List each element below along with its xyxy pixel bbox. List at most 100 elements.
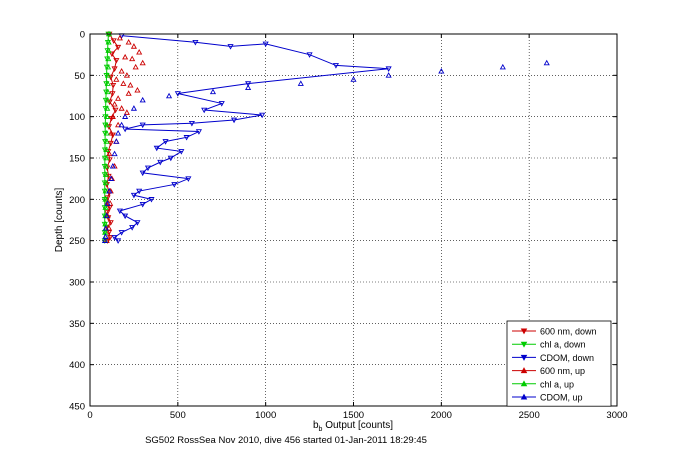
data-point: [201, 107, 208, 114]
data-point: [102, 139, 109, 145]
data-point: [101, 155, 108, 162]
data-point: [113, 138, 120, 144]
data-point: [109, 163, 116, 169]
data-point: [102, 106, 109, 112]
data-point: [118, 121, 125, 128]
data-point: [259, 112, 266, 119]
data-point: [115, 129, 122, 136]
data-point: [102, 171, 109, 177]
data-point: [120, 80, 127, 86]
data-point: [123, 72, 130, 78]
data-point: [297, 80, 304, 86]
data-point: [101, 147, 108, 153]
data-point: [103, 89, 110, 96]
data-point: [125, 90, 132, 96]
data-point: [108, 175, 115, 181]
data-point: [125, 39, 132, 45]
y-tick-label: 150: [69, 154, 85, 165]
data-point: [218, 101, 225, 107]
x-tick-label: 1500: [343, 410, 364, 421]
data-point: [136, 48, 143, 55]
data-point: [127, 82, 134, 88]
data-point: [105, 47, 112, 53]
data-point: [106, 187, 113, 194]
data-point: [174, 91, 181, 97]
data-point: [108, 129, 115, 136]
data-point: [122, 113, 129, 119]
data-point: [130, 43, 137, 49]
data-point: [167, 155, 174, 162]
data-point: [103, 129, 110, 136]
data-point: [165, 92, 173, 99]
data-point: [105, 55, 112, 62]
x-axis-label: bb Output [counts]: [313, 420, 393, 433]
data-point: [103, 146, 110, 153]
data-point: [118, 105, 125, 111]
data-point: [111, 235, 118, 241]
data-point: [101, 188, 108, 195]
data-point: [111, 66, 118, 72]
data-point: [209, 88, 217, 95]
data-point: [122, 126, 129, 133]
data-point: [104, 200, 111, 206]
data-point: [148, 197, 155, 203]
legend-label: 600 nm, up: [540, 366, 585, 376]
series-2: [111, 33, 392, 244]
data-point: [332, 63, 339, 69]
data-point: [102, 204, 109, 210]
y-tick-label: 450: [69, 402, 85, 413]
y-tick-label: 0: [80, 30, 85, 41]
x-tick-label: 2000: [431, 410, 452, 421]
data-point: [102, 97, 109, 104]
data-point: [102, 225, 109, 231]
data-point: [116, 208, 123, 215]
data-point: [101, 180, 108, 187]
x-axis-label-sub: b: [319, 426, 323, 433]
data-point: [104, 48, 111, 54]
data-point: [115, 238, 122, 244]
data-point: [102, 196, 109, 202]
data-point: [103, 154, 110, 161]
data-point: [110, 82, 117, 89]
legend-label: CDOM, up: [540, 393, 583, 403]
series-5: [101, 59, 550, 243]
x-tick-label: 500: [170, 410, 186, 421]
data-point: [102, 163, 110, 169]
data-point: [101, 237, 108, 243]
data-point: [118, 230, 125, 236]
data-point: [112, 107, 119, 114]
data-point: [230, 117, 238, 124]
data-point: [104, 210, 111, 216]
y-tick-label: 400: [69, 360, 85, 371]
legend-swatch-marker: [520, 367, 528, 374]
data-point: [195, 129, 202, 135]
data-point: [262, 41, 269, 48]
data-point: [139, 59, 146, 66]
caption: SG502 RossSea Nov 2010, dive 456 started…: [145, 435, 427, 446]
data-point: [105, 39, 112, 45]
grid: [90, 34, 617, 406]
legend-label: chl a, down: [540, 340, 586, 350]
data-point: [103, 73, 110, 79]
legend-swatch-marker: [520, 341, 528, 348]
data-point: [107, 220, 114, 226]
legend-swatch-marker: [520, 393, 528, 400]
data-point: [106, 235, 114, 241]
data-point: [109, 113, 116, 119]
data-point: [171, 182, 178, 188]
data-point: [105, 225, 113, 231]
data-point: [103, 121, 110, 128]
data-point: [123, 109, 130, 115]
data-point: [132, 63, 139, 70]
data-point: [105, 230, 113, 236]
data-point: [139, 122, 146, 129]
data-point: [102, 187, 109, 194]
data-point: [129, 55, 136, 62]
data-point: [103, 212, 110, 219]
y-tick-label: 350: [69, 319, 85, 330]
y-tick-label: 250: [69, 236, 85, 247]
data-point: [107, 140, 114, 147]
data-point: [122, 53, 129, 60]
data-point: [185, 176, 192, 182]
